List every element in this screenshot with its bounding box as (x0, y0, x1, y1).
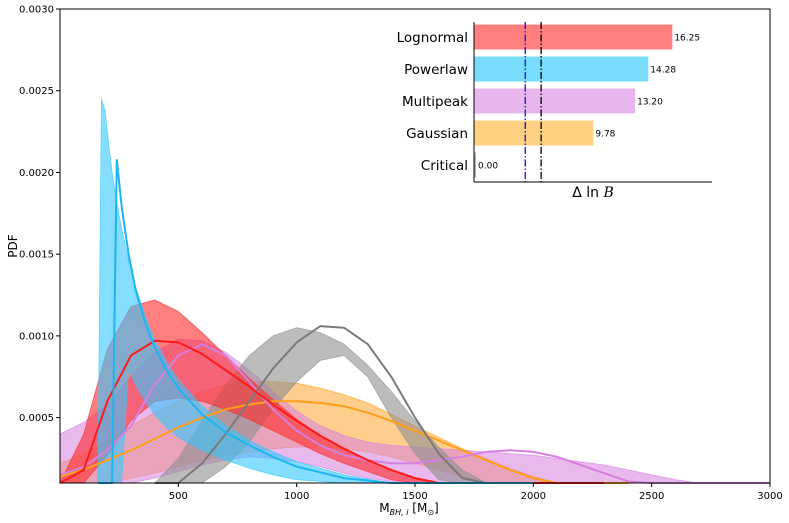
x-tick-label: 3000 (757, 491, 782, 502)
x-tick-label: 1500 (402, 491, 427, 502)
inset-category-label: Gaussian (406, 126, 468, 142)
inset-value-label: 9.78 (595, 130, 615, 140)
inset-bar-chart: Lognormal 16.25 Powerlaw 14.28 Multipeak 13.2… (397, 22, 712, 201)
y-tick-label: 0.0010 (19, 331, 54, 342)
band-critical (153, 327, 534, 484)
inset-x-axis-label: Δ ln B (572, 185, 614, 201)
inset-reference-lines (524, 22, 542, 182)
x-axis-label-main: M (379, 501, 389, 515)
inset-category-label: Critical (421, 158, 468, 174)
band-lognormal (59, 299, 605, 484)
y-axis-ticks: 0.0005 0.0010 0.0015 0.0020 0.0025 0.0030 (19, 5, 60, 424)
inset-value-label: 13.20 (637, 98, 663, 108)
x-axis-ticks: 500 1000 1500 2000 2500 3000 (169, 483, 783, 502)
y-tick-label: 0.0025 (19, 86, 54, 97)
x-tick-label: 2500 (639, 491, 664, 502)
x-axis-label-unit: [M (412, 501, 427, 515)
x-axis-label: MBH, i [M⊙] (379, 501, 438, 517)
inset-x-label-text: Δ ln (572, 185, 603, 201)
y-tick-label: 0.0005 (19, 413, 54, 424)
x-axis-label-unit-close: ] (434, 501, 439, 515)
inset-bar-gaussian (474, 120, 594, 146)
y-axis-label: PDF (6, 234, 20, 257)
x-tick-label: 500 (169, 491, 188, 502)
x-axis-label-unit-subscript: ⊙ (427, 508, 434, 517)
y-tick-label: 0.0015 (19, 250, 54, 261)
inset-value-label: 14.28 (650, 66, 676, 76)
inset-bar-multipeak (474, 88, 636, 114)
inset-bar-critical (474, 152, 476, 178)
inset-bar-lognormal (474, 24, 673, 50)
median-line-gaussian (59, 400, 628, 484)
inset-category-label: Multipeak (402, 94, 468, 110)
inset-bar-powerlaw (474, 56, 649, 82)
x-tick-label: 2000 (521, 491, 546, 502)
inset-x-label-symbol: B (602, 185, 613, 201)
x-tick-label: 1000 (284, 491, 309, 502)
inset-category-label: Lognormal (397, 30, 468, 46)
y-tick-label: 0.0020 (19, 168, 54, 179)
inset-bars: Lognormal 16.25 Powerlaw 14.28 Multipeak 13.2… (397, 24, 700, 178)
inset-value-label: 0.00 (478, 162, 498, 172)
x-axis-label-subscript: BH, i (390, 508, 410, 517)
median-line-critical (154, 325, 534, 484)
main-plot-bands (59, 98, 770, 484)
inset-value-label: 16.25 (674, 34, 700, 44)
y-tick-label: 0.0030 (19, 5, 54, 16)
inset-category-label: Powerlaw (404, 62, 468, 78)
